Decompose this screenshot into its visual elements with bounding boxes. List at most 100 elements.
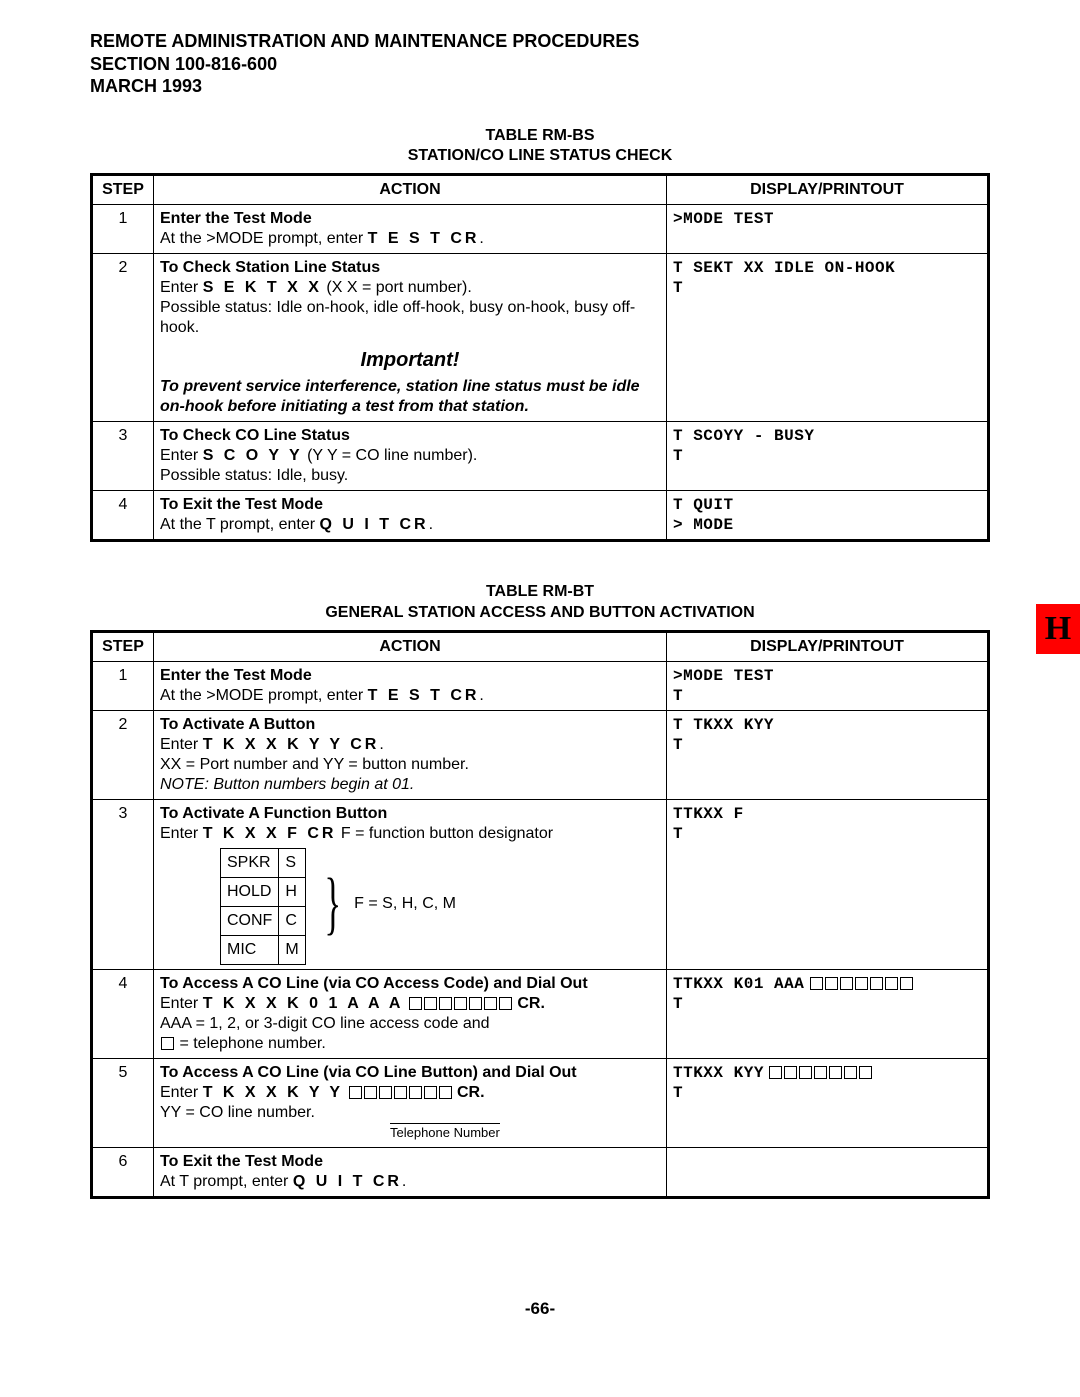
action-cell: To Exit the Test Mode At T prompt, enter… — [154, 1147, 667, 1197]
action-cmd: T K X X K Y Y CR — [203, 736, 380, 753]
action-cmd: Q U I T CR — [293, 1173, 402, 1190]
step-num: 1 — [92, 661, 154, 710]
action-cell: To Check CO Line Status Enter S C O Y Y … — [154, 422, 667, 491]
action-title: To Activate A Button — [160, 716, 315, 733]
action-title: Enter the Test Mode — [160, 210, 312, 227]
display-text: > MODE — [673, 516, 734, 534]
note-text: NOTE: Button numbers begin at 01. — [160, 776, 414, 793]
table-row: 4 To Exit the Test Mode At the T prompt,… — [92, 491, 989, 541]
table1-title-line1: TABLE RM-BS — [485, 127, 594, 144]
section-tab: H — [1036, 604, 1080, 654]
display-text: >MODE TEST — [673, 210, 774, 228]
action-cmd: T K X X F CR — [203, 825, 337, 842]
table-row: 3 To Check CO Line Status Enter S C O Y … — [92, 422, 989, 491]
action-cmd: Q U I T CR — [320, 516, 429, 533]
action-text: Enter — [160, 1084, 203, 1101]
display-text: T — [673, 279, 683, 297]
action-text: At the >MODE prompt, enter — [160, 687, 368, 704]
table-row: 4 To Access A CO Line (via CO Access Cod… — [92, 969, 989, 1058]
table2-title-line1: TABLE RM-BT — [486, 583, 594, 600]
action-text: Enter — [160, 447, 203, 464]
box-icon — [161, 1037, 174, 1050]
table-row: 3 To Activate A Function Button Enter T … — [92, 799, 989, 969]
action-text: AAA = 1, 2, or 3-digit CO line access co… — [160, 1015, 490, 1032]
display-text: T — [673, 447, 683, 465]
step-num: 2 — [92, 254, 154, 422]
table-row: 1 Enter the Test Mode At the >MODE promp… — [92, 661, 989, 710]
step-num: 5 — [92, 1058, 154, 1147]
action-cmd: T E S T CR — [368, 687, 480, 704]
action-title: To Exit the Test Mode — [160, 496, 323, 513]
action-text: . — [479, 230, 483, 247]
function-table: SPKRS HOLDH CONFC MICM — [220, 848, 306, 965]
action-text: Enter — [160, 825, 203, 842]
action-cmd: S C O Y Y — [203, 447, 303, 464]
display-text: T QUIT — [673, 496, 734, 514]
action-text: . — [429, 516, 433, 533]
table-row: 2 To Check Station Line Status Enter S E… — [92, 254, 989, 422]
display-cell: T TKXX KYY T — [667, 710, 989, 799]
action-title: To Check CO Line Status — [160, 427, 350, 444]
table-row: 5 To Access A CO Line (via CO Line Butto… — [92, 1058, 989, 1147]
table-rm-bs: STEP ACTION DISPLAY/PRINTOUT 1 Enter the… — [90, 173, 990, 542]
step-num: 4 — [92, 969, 154, 1058]
ftable-cell: HOLD — [221, 877, 279, 906]
action-title: To Access A CO Line (via CO Line Button)… — [160, 1064, 577, 1081]
display-text: T SEKT XX IDLE ON-HOOK — [673, 259, 895, 277]
display-text: T — [673, 995, 683, 1013]
action-text: At the >MODE prompt, enter — [160, 230, 368, 247]
col-step: STEP — [92, 175, 154, 205]
display-text: T — [673, 825, 683, 843]
display-text: T — [673, 736, 683, 754]
action-cmd: T K X X K Y Y — [203, 1084, 343, 1101]
important-heading: Important! — [160, 348, 660, 373]
action-text: Possible status: Idle on-hook, idle off-… — [160, 299, 635, 336]
table2-title-line2: GENERAL STATION ACCESS AND BUTTON ACTIVA… — [325, 604, 754, 621]
action-title: Enter the Test Mode — [160, 667, 312, 684]
header-line3: MARCH 1993 — [90, 75, 990, 98]
display-text: TTKXX K01 AAA — [673, 975, 804, 993]
action-title: To Check Station Line Status — [160, 259, 380, 276]
display-cell: >MODE TEST — [667, 205, 989, 254]
action-cell: Enter the Test Mode At the >MODE prompt,… — [154, 661, 667, 710]
ftable-cell: S — [279, 848, 305, 877]
action-title: To Exit the Test Mode — [160, 1153, 323, 1170]
action-cmd: S E K T X X — [203, 279, 322, 296]
display-cell: T QUIT > MODE — [667, 491, 989, 541]
action-text: CR. — [517, 995, 545, 1012]
action-text: (X X = port number). — [322, 279, 472, 296]
col-display: DISPLAY/PRINTOUT — [667, 175, 989, 205]
page-number: -66- — [90, 1299, 990, 1319]
important-note: To prevent service interference, station… — [160, 377, 660, 417]
display-cell: T SEKT XX IDLE ON-HOOK T — [667, 254, 989, 422]
display-cell: TTKXX K01 AAA T — [667, 969, 989, 1058]
display-text: TTKXX F — [673, 805, 744, 823]
action-text: F = function button designator — [336, 825, 553, 842]
step-num: 4 — [92, 491, 154, 541]
step-num: 6 — [92, 1147, 154, 1197]
action-cell: To Check Station Line Status Enter S E K… — [154, 254, 667, 422]
action-text: YY = CO line number. — [160, 1104, 315, 1121]
table2-title: TABLE RM-BT GENERAL STATION ACCESS AND B… — [90, 582, 990, 624]
col-step: STEP — [92, 631, 154, 661]
action-cell: To Access A CO Line (via CO Line Button)… — [154, 1058, 667, 1147]
display-cell: >MODE TEST T — [667, 661, 989, 710]
action-text: . — [402, 1173, 406, 1190]
boxes — [408, 995, 513, 1012]
header-line2: SECTION 100-816-600 — [90, 53, 990, 76]
action-text: At the T prompt, enter — [160, 516, 320, 533]
boxes — [768, 1064, 873, 1081]
display-text: TTKXX KYY — [673, 1064, 764, 1082]
ftable-cell: M — [279, 935, 305, 964]
action-cmd: T E S T CR — [368, 230, 480, 247]
display-cell — [667, 1147, 989, 1197]
display-text: T — [673, 1084, 683, 1102]
action-text: . — [379, 736, 383, 753]
action-text: Enter — [160, 736, 203, 753]
action-title: To Activate A Function Button — [160, 805, 387, 822]
brace-icon: } — [316, 874, 350, 934]
ftable-cell: SPKR — [221, 848, 279, 877]
display-cell: T SCOYY - BUSY T — [667, 422, 989, 491]
action-text: . — [479, 687, 483, 704]
action-text: CR. — [457, 1084, 485, 1101]
